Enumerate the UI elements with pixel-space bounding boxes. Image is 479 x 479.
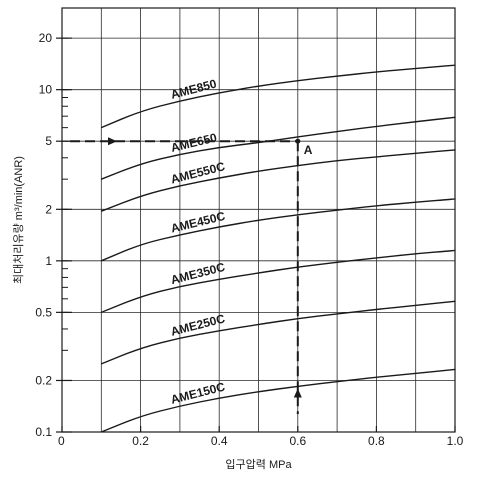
x-tick-label: 0: [58, 434, 65, 448]
y-tick-label: 0.1: [35, 425, 52, 439]
x-axis-ticks: 0 0.2 0.4 0.6 0.8 1.0: [58, 426, 464, 448]
y-tick-label: 20: [39, 31, 53, 45]
x-tick-label: 0.8: [368, 434, 385, 448]
annotation: A: [70, 137, 313, 414]
series-line-ame650: [101, 116, 456, 180]
x-tick-label: 0.6: [289, 434, 306, 448]
y-tick-label: 5: [45, 134, 52, 148]
series-line-ame850: [101, 64, 456, 129]
annotation-label: A: [304, 143, 313, 157]
y-axis-ticks: 0.1 0.2 0.5 1 2 5 10 20: [35, 7, 72, 439]
y-tick-label: 10: [39, 83, 53, 97]
y-tick-label: 2: [45, 202, 52, 216]
y-tick-label: 1: [45, 254, 52, 268]
series-line-ame550c: [101, 149, 456, 212]
x-tick-label: 1.0: [447, 434, 464, 448]
series-line-ame450c: [101, 198, 456, 262]
series-line-ame350c: [101, 249, 456, 314]
plot-frame: [61, 7, 456, 433]
series-labels: AME850AME650AME550CAME450CAME350CAME250C…: [169, 76, 227, 406]
arrow-up-icon: [293, 388, 302, 398]
series-line-ame250c: [101, 300, 456, 365]
series-line-ame150c: [101, 368, 456, 433]
x-tick-label: 0.2: [132, 434, 149, 448]
y-axis-title: 최대처리유량 m³/min(ANR): [12, 156, 25, 284]
annotation-point: [295, 138, 301, 144]
x-axis-title: 입구압력 MPa: [225, 458, 292, 471]
x-tick-label: 0.4: [211, 434, 228, 448]
y-tick-label: 0.5: [35, 305, 52, 319]
y-tick-label: 0.2: [35, 373, 52, 387]
arrow-right-icon: [108, 137, 117, 146]
series-lines: [101, 64, 456, 433]
